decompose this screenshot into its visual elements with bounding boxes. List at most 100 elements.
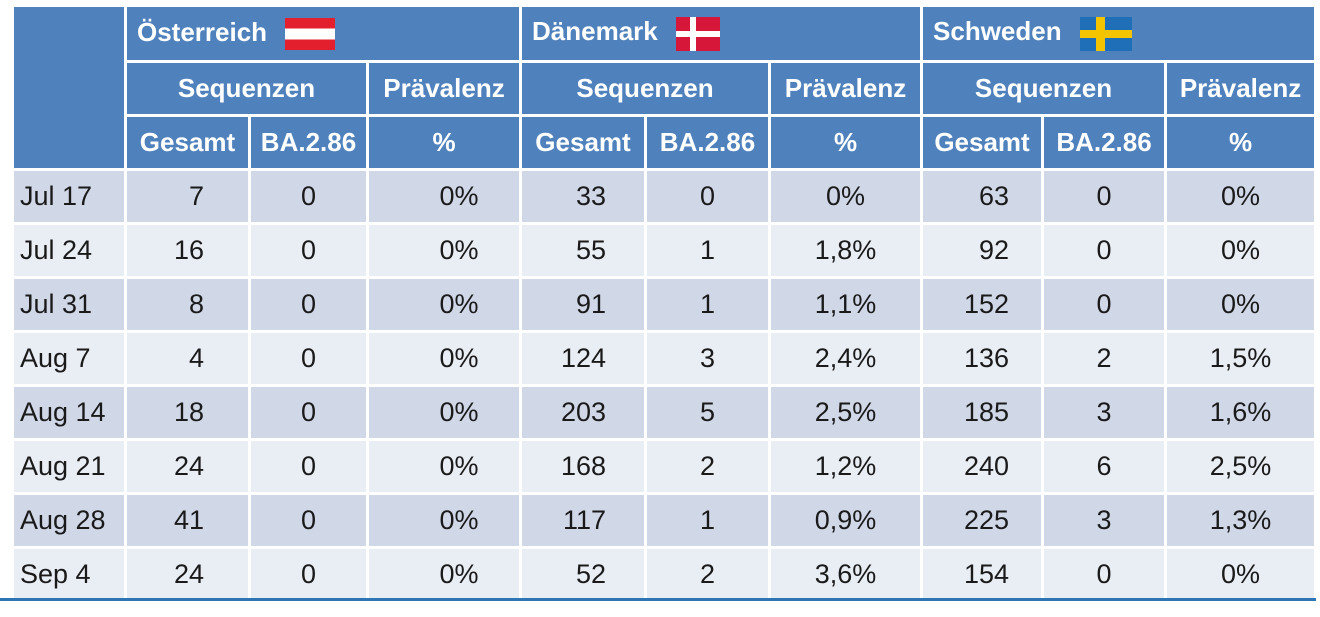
denmark-prevalence-cell: 0% [767, 168, 924, 225]
denmark-prevalence-cell: 1,8% [767, 222, 924, 279]
sweden-prevalence-cell: 0% [1164, 168, 1318, 225]
percent-header: % [1164, 114, 1318, 171]
sweden-prevalence-cell: 2,5% [1164, 438, 1318, 495]
sweden-prevalence-cell: 0% [1164, 276, 1318, 333]
variant-header: BA.2.86 [1041, 114, 1168, 171]
table-row: Aug 21 24 0 0% 168 2 1,2% 240 6 2,5% [11, 438, 1318, 495]
sweden-variant-cell: 3 [1041, 384, 1168, 441]
sweden-total-cell: 63 [920, 168, 1045, 225]
country-header-sweden: Schweden [920, 4, 1318, 63]
austria-variant-cell: 0 [248, 384, 369, 441]
table-row: Jul 24 16 0 0% 55 1 1,8% 92 0 0% [11, 222, 1318, 279]
total-header: Gesamt [519, 114, 647, 171]
variant-header: BA.2.86 [248, 114, 369, 171]
denmark-prevalence-cell: 1,2% [767, 438, 924, 495]
austria-variant-cell: 0 [248, 438, 369, 495]
austria-total-cell: 7 [124, 168, 251, 225]
sweden-variant-cell: 3 [1041, 492, 1168, 549]
denmark-total-cell: 124 [519, 330, 647, 387]
denmark-flag-icon [675, 16, 720, 51]
austria-total-cell: 8 [124, 276, 251, 333]
sweden-variant-cell: 0 [1041, 546, 1168, 603]
sweden-variant-cell: 6 [1041, 438, 1168, 495]
date-cell: Jul 17 [11, 168, 127, 225]
table-row: Jul 17 7 0 0% 33 0 0% 63 0 0% [11, 168, 1318, 225]
sweden-total-cell: 152 [920, 276, 1045, 333]
denmark-prevalence-cell: 0,9% [767, 492, 924, 549]
sweden-flag-icon [1079, 16, 1132, 51]
percent-header: % [366, 114, 522, 171]
denmark-total-cell: 168 [519, 438, 647, 495]
sweden-total-cell: 154 [920, 546, 1045, 603]
denmark-variant-cell: 5 [644, 384, 771, 441]
austria-flag-icon [285, 18, 336, 51]
date-cell: Jul 31 [11, 276, 127, 333]
sequences-header: Sequenzen [920, 60, 1168, 117]
austria-total-cell: 24 [124, 438, 251, 495]
corner-header [11, 4, 127, 171]
austria-prevalence-cell: 0% [366, 492, 522, 549]
country-name: Dänemark [532, 16, 658, 47]
sweden-variant-cell: 0 [1041, 222, 1168, 279]
table-body: Jul 17 7 0 0% 33 0 0% 63 0 0% Jul 24 16 0 0% 55 1 1,8% 92… [11, 168, 1318, 603]
sweden-prevalence-cell: 0% [1164, 546, 1318, 603]
austria-variant-cell: 0 [248, 492, 369, 549]
sequence-table: Österreich Dänemark Schweden Sequenzen P… [11, 4, 1318, 603]
table-row: Jul 31 8 0 0% 91 1 1,1% 152 0 0% [11, 276, 1318, 333]
denmark-total-cell: 52 [519, 546, 647, 603]
denmark-variant-cell: 1 [644, 222, 771, 279]
denmark-variant-cell: 3 [644, 330, 771, 387]
sweden-total-cell: 92 [920, 222, 1045, 279]
austria-prevalence-cell: 0% [366, 384, 522, 441]
denmark-variant-cell: 1 [644, 492, 771, 549]
prevalence-header: Prävalenz [1164, 60, 1318, 117]
total-header: Gesamt [920, 114, 1045, 171]
denmark-prevalence-cell: 2,5% [767, 384, 924, 441]
sweden-total-cell: 225 [920, 492, 1045, 549]
date-cell: Jul 24 [11, 222, 127, 279]
denmark-total-cell: 55 [519, 222, 647, 279]
total-header: Gesamt [124, 114, 251, 171]
sweden-prevalence-cell: 1,3% [1164, 492, 1318, 549]
austria-variant-cell: 0 [248, 276, 369, 333]
austria-total-cell: 16 [124, 222, 251, 279]
sweden-prevalence-cell: 1,6% [1164, 384, 1318, 441]
austria-prevalence-cell: 0% [366, 546, 522, 603]
austria-prevalence-cell: 0% [366, 276, 522, 333]
denmark-total-cell: 117 [519, 492, 647, 549]
sequences-header: Sequenzen [124, 60, 369, 117]
date-cell: Sep 4 [11, 546, 127, 603]
sweden-prevalence-cell: 1,5% [1164, 330, 1318, 387]
country-name: Österreich [137, 16, 268, 47]
austria-total-cell: 41 [124, 492, 251, 549]
denmark-variant-cell: 2 [644, 438, 771, 495]
date-cell: Aug 7 [11, 330, 127, 387]
sequences-header: Sequenzen [519, 60, 771, 117]
table-row: Aug 7 4 0 0% 124 3 2,4% 136 2 1,5% [11, 330, 1318, 387]
country-header-austria: Österreich [124, 4, 522, 63]
bottom-rule [0, 598, 1316, 601]
variant-header: BA.2.86 [644, 114, 771, 171]
austria-prevalence-cell: 0% [366, 438, 522, 495]
table-row: Aug 14 18 0 0% 203 5 2,5% 185 3 1,6% [11, 384, 1318, 441]
table-row: Sep 4 24 0 0% 52 2 3,6% 154 0 0% [11, 546, 1318, 603]
austria-variant-cell: 0 [248, 546, 369, 603]
denmark-total-cell: 203 [519, 384, 647, 441]
sweden-total-cell: 185 [920, 384, 1045, 441]
austria-variant-cell: 0 [248, 222, 369, 279]
date-cell: Aug 28 [11, 492, 127, 549]
sweden-variant-cell: 2 [1041, 330, 1168, 387]
austria-variant-cell: 0 [248, 168, 369, 225]
denmark-variant-cell: 0 [644, 168, 771, 225]
sweden-variant-cell: 0 [1041, 168, 1168, 225]
austria-variant-cell: 0 [248, 330, 369, 387]
sweden-total-cell: 136 [920, 330, 1045, 387]
denmark-prevalence-cell: 1,1% [767, 276, 924, 333]
date-cell: Aug 21 [11, 438, 127, 495]
austria-prevalence-cell: 0% [366, 168, 522, 225]
denmark-prevalence-cell: 3,6% [767, 546, 924, 603]
sweden-prevalence-cell: 0% [1164, 222, 1318, 279]
country-name: Schweden [933, 16, 1062, 47]
denmark-total-cell: 33 [519, 168, 647, 225]
denmark-prevalence-cell: 2,4% [767, 330, 924, 387]
